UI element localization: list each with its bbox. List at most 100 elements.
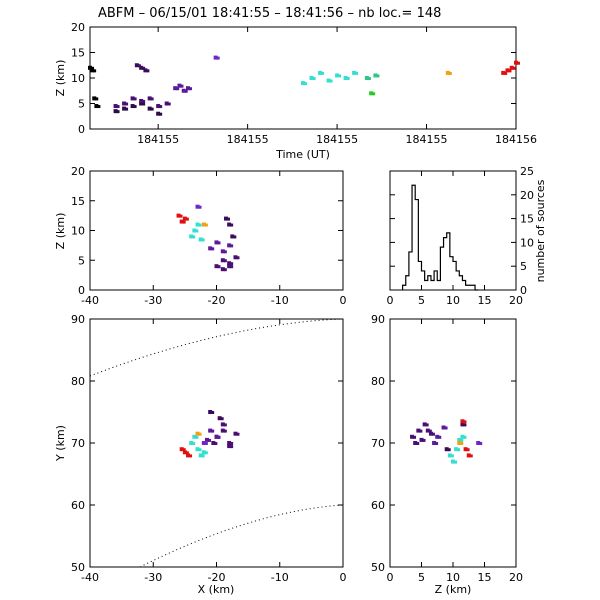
data-point [179,219,184,224]
data-point [139,98,144,103]
y-tick-label: 70 [71,437,85,450]
data-point [304,82,307,86]
data-point [223,423,227,427]
data-point [220,267,225,272]
data-point [223,429,227,433]
data-point [373,73,378,78]
data-point [226,217,230,221]
data-point [208,246,213,251]
x-z-xticks: -40 -30 -20 -10 0 [81,171,347,307]
data-point [195,222,200,227]
x-tick-label: 10 [446,571,460,584]
data-point [236,256,240,260]
data-point [204,451,208,455]
data-point [180,84,184,88]
data-point [192,228,197,233]
data-point [476,441,481,445]
data-point [230,223,234,227]
data-point [150,97,154,101]
data-point [504,71,508,75]
y-tick-label: 5 [520,260,527,273]
panel-x-z: -40 -30 -20 -10 0 0 5 10 15 20 Z (km) [54,165,347,307]
data-point [182,448,186,452]
data-point [147,106,152,111]
data-point [113,104,118,109]
time-z-points [88,55,520,116]
x-tick-label: 184155 [227,133,269,146]
data-point [233,255,238,260]
data-point [179,214,183,218]
data-point [220,258,225,263]
data-point [186,453,191,458]
data-point [416,428,421,433]
y-tick-label: 60 [371,499,385,512]
x-tick-label: -20 [208,571,226,584]
y-tick-label: 0 [78,284,85,297]
data-point [441,425,446,430]
data-point [159,105,163,109]
data-point [230,262,234,266]
data-point [167,102,171,106]
y-tick-label: 5 [78,254,85,267]
data-point [198,223,202,227]
data-point [233,235,237,239]
data-point [142,66,146,70]
data-point [367,77,371,80]
data-point [173,86,178,91]
data-point [501,70,506,75]
data-point [93,69,97,73]
data-point [113,109,118,114]
data-point [419,429,423,433]
data-point [198,237,203,242]
data-point [198,205,202,209]
data-point [460,434,465,439]
data-point [223,250,227,254]
data-point [192,442,196,445]
time-z-ylabel: Z (km) [54,60,67,97]
x-z-yticks: 0 5 10 15 20 [71,165,343,297]
data-point [192,235,196,239]
data-point [116,110,120,114]
data-point [195,447,200,452]
data-point [312,77,316,80]
data-point [201,441,206,445]
data-point [428,431,433,436]
data-point [213,55,218,60]
data-point [125,107,129,111]
data-point [156,111,161,116]
x-z-points [176,204,240,272]
histogram-xticks: 0 5 10 15 20 [387,171,523,307]
data-point [88,65,92,70]
data-point [146,69,150,73]
y-tick-label: 90 [71,313,85,326]
data-point [230,445,234,449]
data-point [227,261,232,266]
data-point [181,88,186,93]
data-point [329,79,333,83]
data-point [425,428,430,433]
data-point [182,220,186,224]
time-z-xlabel: Time (UT) [275,148,330,161]
data-point [176,87,180,91]
x-y-ylabel: Y (km) [54,425,67,462]
x-tick-label: 5 [418,571,425,584]
data-point [454,447,459,452]
data-point [416,442,420,445]
y-tick-label: 20 [520,189,534,202]
y-tick-label: 80 [371,375,385,388]
x-tick-label: 20 [509,294,523,307]
data-point [176,213,181,218]
data-point [463,423,467,427]
data-point [216,56,220,60]
y-tick-label: 50 [71,561,85,574]
data-point [230,265,234,269]
y-tick-label: 15 [520,213,534,226]
data-point [451,459,455,464]
x-tick-label: 15 [478,294,492,307]
data-point [309,76,314,80]
x-tick-label: -30 [144,294,162,307]
data-point [122,106,127,111]
x-tick-label: 0 [387,294,394,307]
data-point [139,65,144,70]
